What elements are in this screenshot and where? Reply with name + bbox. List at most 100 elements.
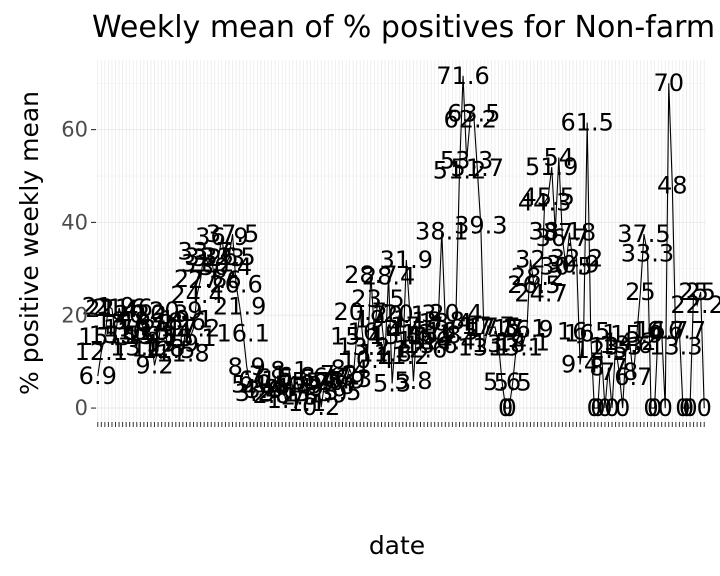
data-label: 14.4 (422, 327, 475, 355)
data-label: 4.9 (284, 371, 322, 399)
data-label: 17.5 (468, 313, 521, 341)
x-axis (97, 422, 705, 427)
data-label: 3.5 (323, 378, 361, 406)
data-label: 4.2 (242, 375, 280, 403)
data-label: 14.2 (603, 328, 656, 356)
data-label: 33.7 (177, 238, 230, 266)
data-label: 31.2 (181, 249, 234, 277)
data-label: 5.3 (373, 369, 411, 397)
data-label: 2.9 (309, 381, 347, 409)
data-label: 0 (615, 394, 630, 422)
data-label: 38.1 (529, 217, 582, 245)
data-label: 0 (643, 394, 658, 422)
data-label: 20.1 (373, 301, 426, 329)
data-label: 51.2 (433, 156, 486, 184)
data-label: 10.4 (341, 346, 394, 374)
data-label: 13.3 (589, 332, 642, 360)
data-label: 11.8 (156, 339, 209, 367)
data-label: 25 (625, 278, 656, 306)
data-label: 20.2 (114, 300, 167, 328)
data-label: 14.1 (497, 329, 550, 357)
data-label: 8.4 (330, 355, 368, 383)
data-label: 15.7 (89, 321, 142, 349)
data-label: 12.5 (575, 336, 628, 364)
y-tick-label: 0 (75, 396, 88, 420)
data-label: 2.8 (252, 381, 290, 409)
data-label: 21.4 (85, 295, 138, 323)
data-label: 13.8 (472, 330, 525, 358)
data-label: 20.4 (429, 299, 482, 327)
data-label: 54 (544, 143, 575, 171)
data-label: 6.5 (256, 364, 294, 392)
data-label: 19.1 (160, 305, 213, 333)
data-label: 16.1 (216, 319, 269, 347)
data-label: 5.9 (327, 367, 365, 395)
data-label: 25 (678, 278, 709, 306)
data-label: 7.8 (600, 358, 638, 386)
data-label: 16.5 (557, 318, 610, 346)
data-label: 21.6 (92, 294, 145, 322)
data-label: 32.5 (202, 243, 255, 271)
data-label: 6.3 (334, 365, 372, 393)
data-label: 16.9 (500, 316, 553, 344)
y-axis-label: % positive weekly mean (15, 91, 44, 395)
data-label: 0 (604, 394, 619, 422)
data-label: 18.8 (412, 307, 465, 335)
data-labels: 6.912.115.321.921.415.721.618.821.617.21… (75, 62, 720, 422)
data-label: 9.2 (135, 351, 173, 379)
series-line (97, 75, 705, 409)
data-label: 17.7 (461, 312, 514, 340)
data-label: 26.5 (507, 271, 560, 299)
data-label: 17.2 (103, 314, 156, 342)
data-label: 15.4 (330, 323, 383, 351)
data-label: 70 (653, 69, 684, 97)
data-label: 0 (675, 394, 690, 422)
data-label: 1.7 (267, 386, 305, 414)
data-label: 51.7 (451, 154, 504, 182)
data-label: 15.3 (78, 323, 131, 351)
data-label: 21.9 (82, 292, 135, 320)
data-label: 16.1 (564, 319, 617, 347)
data-label: 24.7 (514, 279, 567, 307)
data-label: 16.5 (117, 318, 170, 346)
data-label: 15.5 (124, 322, 177, 350)
y-tick-label: 20 (61, 303, 88, 327)
data-label: 3.3 (295, 379, 333, 407)
data-label: 0 (587, 394, 602, 422)
data-label: 5.8 (394, 367, 432, 395)
data-label: 2.5 (281, 382, 319, 410)
data-label: 37.5 (206, 220, 259, 248)
data-label: 0 (658, 394, 673, 422)
data-label: 37.5 (617, 220, 670, 248)
data-label: 18.8 (96, 307, 149, 335)
data-label: 5.6 (306, 368, 344, 396)
data-label: 32.3 (192, 244, 245, 272)
data-label: 20.7 (334, 298, 387, 326)
data-label: 27.8 (174, 265, 227, 293)
chart-title: Weekly mean of % positives for Non-farm (92, 10, 716, 45)
x-axis-label: date (369, 531, 425, 560)
data-label: 6.7 (313, 363, 351, 391)
data-label: 15.9 (610, 320, 663, 348)
data-label: 32.6 (185, 243, 238, 271)
data-label: 6.8 (277, 363, 315, 391)
data-label: 27.6 (188, 266, 241, 294)
y-tick-label: 60 (61, 118, 88, 142)
data-label: 18.6 (153, 308, 206, 336)
data-label: 6.1 (238, 366, 276, 394)
data-label: 7.1 (249, 361, 287, 389)
data-label: 25 (685, 278, 716, 306)
data-label: 20.3 (135, 300, 188, 328)
data-label: 12.6 (394, 336, 447, 364)
data-label: 8.7 (589, 354, 627, 382)
data-label: 14.6 (397, 326, 450, 354)
data-label: 21.9 (213, 292, 266, 320)
data-label: 26.6 (209, 271, 262, 299)
data-label: 28.7 (344, 261, 397, 289)
data-label: 17.1 (493, 315, 546, 343)
data-label: 3.9 (245, 376, 283, 404)
data-label: 39.3 (454, 212, 507, 240)
data-label: 18.2 (121, 310, 174, 338)
data-label: 30.9 (546, 251, 599, 279)
